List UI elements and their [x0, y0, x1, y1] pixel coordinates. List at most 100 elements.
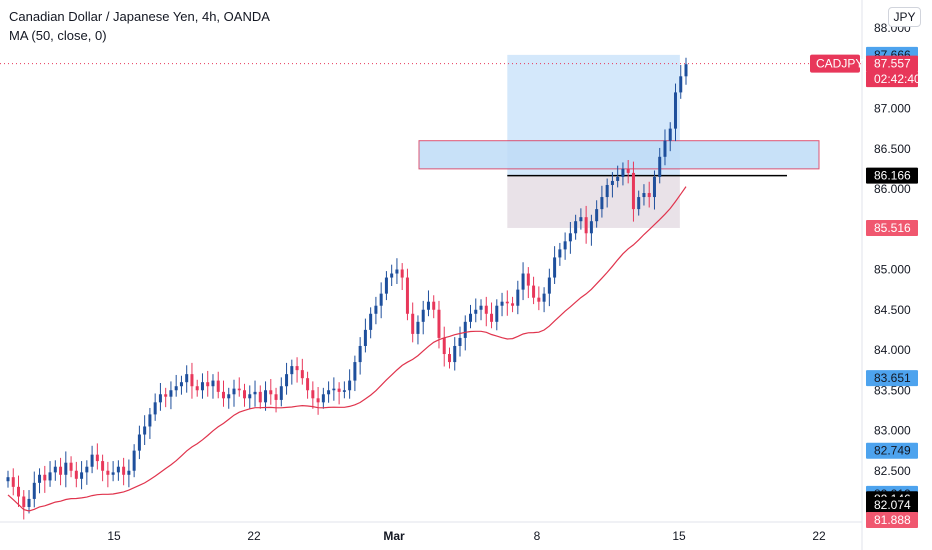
- candle-body: [505, 301, 509, 304]
- candle-body: [143, 426, 147, 435]
- candle-body: [421, 309, 425, 322]
- price-label-bg: [866, 370, 918, 387]
- price-label: 85.516: [874, 221, 911, 235]
- candle-body: [426, 301, 430, 310]
- price-label-bg: [866, 55, 918, 72]
- price-tick-label: 83.000: [874, 424, 911, 438]
- price-label: 86.166: [874, 169, 911, 183]
- stop-zone[interactable]: [507, 175, 680, 228]
- candle-body: [300, 370, 304, 379]
- candle-body: [500, 301, 504, 306]
- candle-body: [164, 394, 168, 397]
- candle-body: [532, 285, 536, 298]
- price-tick-label: 86.000: [874, 182, 911, 196]
- price-tick-label: 82.500: [874, 464, 911, 478]
- price-tick-label: 83.500: [874, 383, 911, 397]
- candle-body: [631, 172, 635, 210]
- candle-body: [679, 76, 683, 93]
- candle-body: [158, 394, 162, 403]
- candle-body: [537, 297, 541, 302]
- candle-body: [432, 301, 436, 310]
- time-tick-label: 22: [247, 529, 261, 543]
- candle-body: [22, 496, 26, 507]
- time-tick-label: 15: [107, 529, 121, 543]
- price-tick-label: 84.500: [874, 303, 911, 317]
- candle-body: [85, 466, 89, 473]
- candle-body: [642, 193, 646, 198]
- candle-body: [237, 388, 241, 391]
- candle-body: [600, 197, 604, 210]
- candle-body: [673, 92, 677, 129]
- candle-body: [553, 257, 557, 278]
- candle-body: [243, 390, 247, 399]
- candle-body: [332, 388, 336, 391]
- price-label-bg: [866, 219, 918, 236]
- candle-body: [411, 313, 415, 334]
- candle-body: [38, 474, 42, 483]
- candle-body: [589, 221, 593, 234]
- candle-body: [526, 273, 530, 286]
- symbol-label[interactable]: CADJPY: [816, 57, 863, 71]
- candle-body: [316, 398, 320, 403]
- resistance-box[interactable]: [418, 140, 820, 170]
- time-tick-label: Mar: [383, 529, 405, 543]
- candle-body: [610, 180, 614, 185]
- candle-body: [658, 156, 662, 177]
- price-tick-label: 85.000: [874, 263, 911, 277]
- candle-body: [285, 374, 289, 387]
- candle-body: [547, 277, 551, 294]
- indicator-legend[interactable]: MA (50, close, 0): [9, 28, 107, 43]
- candle-body: [59, 466, 63, 475]
- candle-body: [216, 380, 220, 392]
- chart-title: Canadian Dollar / Japanese Yen, 4h, OAND…: [9, 9, 270, 24]
- candle-body: [369, 313, 373, 330]
- candle-body: [637, 197, 641, 210]
- candle-body: [511, 303, 515, 306]
- candle-body: [384, 277, 388, 294]
- price-label: 82.074: [874, 498, 911, 512]
- candle-body: [53, 466, 57, 473]
- symbol-title: Canadian Dollar / Japanese Yen, 4h, OAND…: [9, 9, 270, 24]
- candle-body: [663, 140, 667, 157]
- candle-body: [169, 390, 173, 397]
- candle-body: [74, 470, 78, 479]
- candle-body: [558, 249, 562, 258]
- candle-body: [374, 305, 378, 314]
- candle-body: [469, 313, 473, 322]
- candle-body: [274, 394, 278, 400]
- candle-body: [90, 454, 94, 467]
- candle-body: [405, 277, 409, 314]
- candle-body: [206, 382, 210, 387]
- candle-body: [190, 374, 194, 387]
- candle-body: [185, 374, 189, 383]
- candle-body: [116, 466, 120, 473]
- candle-body: [179, 382, 183, 387]
- candle-body: [43, 474, 47, 481]
- candle-body: [311, 390, 315, 399]
- candle-body: [248, 394, 252, 399]
- candle-body: [106, 470, 110, 475]
- price-tick-label: 87.000: [874, 102, 911, 116]
- candle-body: [306, 378, 310, 391]
- time-tick-label: 15: [672, 529, 686, 543]
- candle-body: [269, 390, 273, 395]
- candle-body: [122, 466, 126, 475]
- price-label: 02:42:40: [874, 72, 921, 86]
- candle-body: [353, 362, 357, 381]
- candle-body: [258, 391, 262, 403]
- candle-body: [542, 293, 546, 302]
- candle-body: [327, 390, 331, 395]
- price-label-bg: [866, 167, 918, 184]
- candle-body: [379, 293, 383, 306]
- candle-body: [64, 462, 68, 475]
- candle-body: [447, 354, 451, 363]
- candle-body: [584, 217, 588, 234]
- currency-button[interactable]: JPY: [888, 7, 921, 27]
- candle-body: [227, 394, 231, 399]
- price-label-bg: [866, 497, 918, 514]
- candle-body: [17, 486, 21, 497]
- candle-body: [474, 309, 478, 314]
- price-tick-label: 86.500: [874, 142, 911, 156]
